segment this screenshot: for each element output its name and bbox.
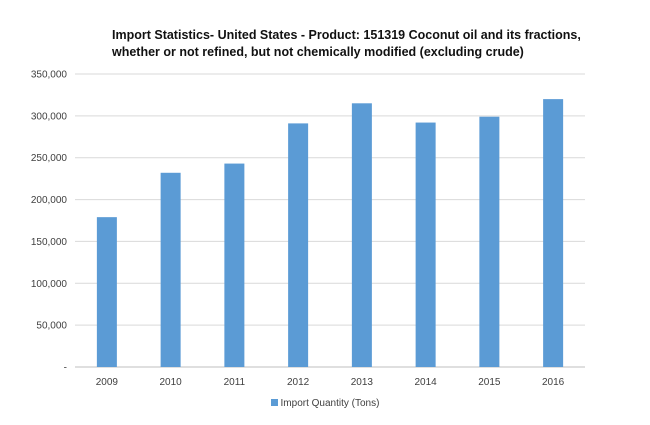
bar bbox=[415, 122, 436, 367]
chart-title: Import Statistics- United States - Produ… bbox=[112, 27, 612, 61]
legend-label: Import Quantity (Tons) bbox=[280, 398, 380, 409]
y-tick-label: 350,000 bbox=[31, 70, 68, 81]
y-tick-label: 300,000 bbox=[31, 111, 68, 122]
x-tick-label: 2013 bbox=[351, 377, 374, 388]
bar bbox=[288, 123, 309, 368]
x-tick-label: 2011 bbox=[224, 377, 246, 388]
x-tick-label: 2014 bbox=[415, 377, 438, 388]
legend-swatch bbox=[270, 399, 278, 406]
x-tick-label: 2015 bbox=[478, 377, 501, 388]
bar bbox=[543, 99, 564, 367]
chart-title-line-2: whether or not refined, but not chemical… bbox=[112, 45, 524, 59]
bar bbox=[224, 163, 245, 367]
y-tick-label: - bbox=[64, 363, 67, 374]
x-tick-label: 2009 bbox=[96, 377, 119, 388]
bar bbox=[96, 217, 117, 367]
chart-title-line-1: Import Statistics- United States - Produ… bbox=[112, 28, 581, 42]
bar bbox=[351, 103, 372, 368]
y-tick-label: 250,000 bbox=[31, 153, 68, 164]
x-tick-label: 2010 bbox=[160, 377, 183, 388]
bar bbox=[160, 172, 181, 367]
bar bbox=[479, 116, 500, 368]
y-tick-label: 150,000 bbox=[31, 237, 68, 248]
legend: Import Quantity (Tons) bbox=[0, 398, 650, 409]
x-tick-label: 2012 bbox=[287, 377, 310, 388]
y-tick-label: 100,000 bbox=[31, 279, 68, 290]
y-tick-label: 50,000 bbox=[36, 321, 67, 332]
y-tick-label: 200,000 bbox=[31, 195, 68, 206]
x-tick-label: 2016 bbox=[542, 377, 565, 388]
